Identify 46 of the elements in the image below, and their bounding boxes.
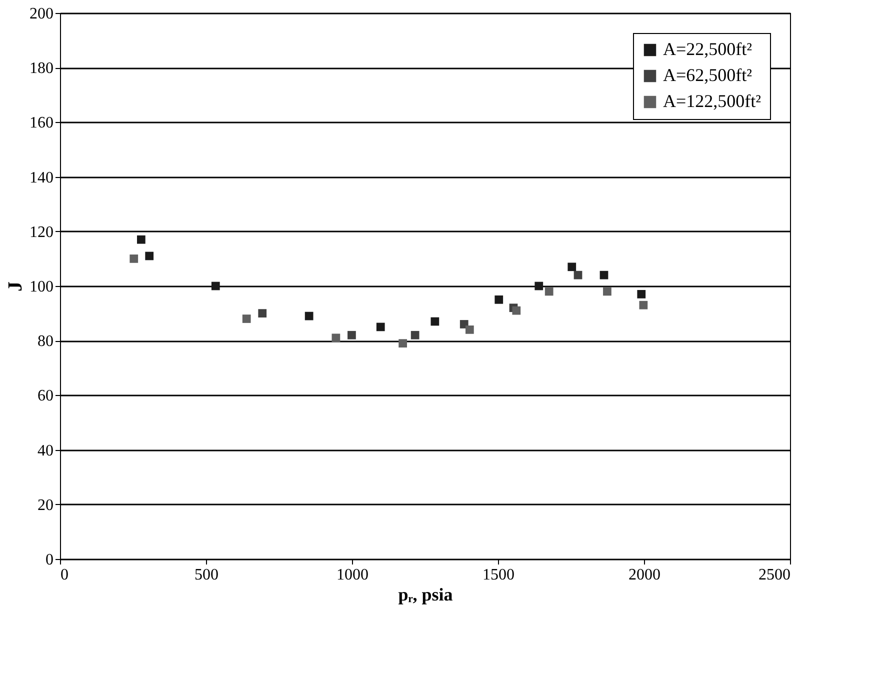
point xyxy=(544,287,554,296)
point xyxy=(145,252,154,260)
point xyxy=(376,322,385,332)
point xyxy=(242,314,251,323)
point xyxy=(348,330,356,340)
y-tick-label: 120 xyxy=(30,224,54,241)
legend-label: A=122,500ft² xyxy=(663,91,762,111)
x-tick-label: 2500 xyxy=(758,566,790,584)
y-axis-title: J xyxy=(4,282,26,292)
x-tick-label: 500 xyxy=(194,566,218,584)
point xyxy=(600,270,608,280)
y-tick-label: 80 xyxy=(38,333,54,350)
x-tick-label: 1500 xyxy=(482,566,514,584)
point xyxy=(639,300,648,310)
y-tick-label: 180 xyxy=(30,60,54,78)
y-tick-label: 20 xyxy=(38,496,54,514)
point xyxy=(568,262,576,272)
y-tick-label: 140 xyxy=(30,169,54,186)
point xyxy=(465,325,474,334)
point xyxy=(430,317,440,326)
y-tick-label: 60 xyxy=(38,388,54,405)
y-tick-label: 100 xyxy=(30,278,54,296)
point xyxy=(398,339,407,348)
x-tick-label: 2000 xyxy=(628,566,660,584)
point xyxy=(258,309,267,318)
point xyxy=(410,330,420,340)
point xyxy=(534,282,544,290)
point xyxy=(130,254,138,263)
point xyxy=(574,270,582,280)
point xyxy=(136,235,146,244)
y-tick-label: 40 xyxy=(38,442,54,460)
x-tick-label: 1000 xyxy=(336,566,368,584)
point xyxy=(304,312,314,320)
point xyxy=(512,306,521,315)
x-axis-title: pᵣ, psia xyxy=(398,584,453,604)
legend-label: A=62,500ft² xyxy=(663,65,752,85)
y-tick-label: 160 xyxy=(30,114,54,132)
point xyxy=(332,334,340,342)
y-tick-label: 200 xyxy=(30,6,54,22)
point xyxy=(211,282,220,290)
point xyxy=(637,290,646,298)
x-tick-label: 0 xyxy=(60,566,68,584)
point xyxy=(603,287,612,296)
y-tick-label: 0 xyxy=(46,552,54,568)
legend-label: A=22,500ft² xyxy=(663,39,752,59)
point xyxy=(494,295,504,304)
